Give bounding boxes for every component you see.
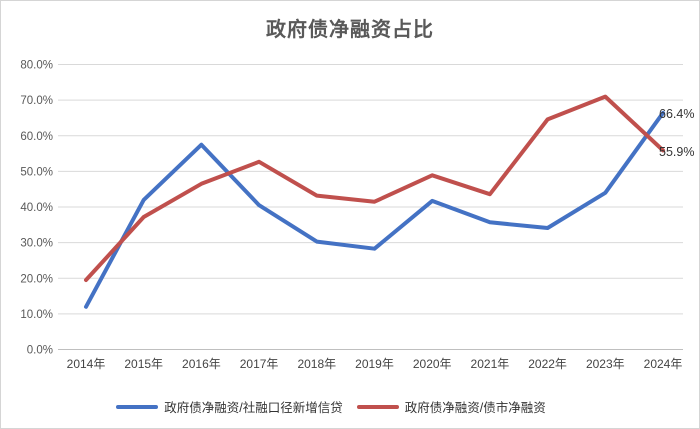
legend-label-series2: 政府债净融资/债市净融资	[404, 401, 546, 415]
svg-text:0.0%: 0.0%	[27, 345, 53, 357]
svg-text:2021年: 2021年	[471, 357, 510, 371]
chart-title: 政府债净融资占比	[266, 19, 434, 41]
svg-text:2022年: 2022年	[528, 357, 567, 371]
svg-text:40.0%: 40.0%	[20, 202, 53, 214]
svg-text:2018年: 2018年	[297, 357, 336, 371]
svg-text:10.0%: 10.0%	[20, 309, 53, 321]
svg-text:60.0%: 60.0%	[20, 131, 53, 143]
svg-text:30.0%: 30.0%	[20, 238, 53, 250]
svg-text:70.0%: 70.0%	[20, 95, 53, 107]
svg-text:2023年: 2023年	[586, 357, 625, 371]
svg-text:2015年: 2015年	[124, 357, 163, 371]
series1-end-data-label: 66.4%	[659, 107, 695, 121]
legend-label-series1: 政府债净融资/社融口径新增信贷	[164, 401, 343, 415]
legend: 政府债净融资/社融口径新增信贷 政府债净融资/债市净融资	[1, 397, 680, 416]
svg-text:80.0%: 80.0%	[20, 60, 53, 72]
svg-text:2017年: 2017年	[240, 357, 279, 371]
legend-line-swatch-red-icon	[356, 404, 399, 409]
svg-text:2020年: 2020年	[413, 357, 452, 371]
svg-text:20.0%: 20.0%	[20, 273, 53, 285]
legend-line-swatch-blue-icon	[116, 404, 159, 409]
svg-text:2016年: 2016年	[182, 357, 221, 371]
svg-text:2019年: 2019年	[355, 357, 394, 371]
svg-text:2024年: 2024年	[644, 357, 683, 371]
series2-end-data-label: 55.9%	[659, 145, 695, 159]
legend-item-series2[interactable]: 政府债净融资/债市净融资	[356, 397, 546, 416]
legend-item-series1[interactable]: 政府债净融资/社融口径新增信贷	[116, 397, 343, 416]
svg-text:50.0%: 50.0%	[20, 166, 53, 178]
svg-text:2014年: 2014年	[67, 357, 106, 371]
